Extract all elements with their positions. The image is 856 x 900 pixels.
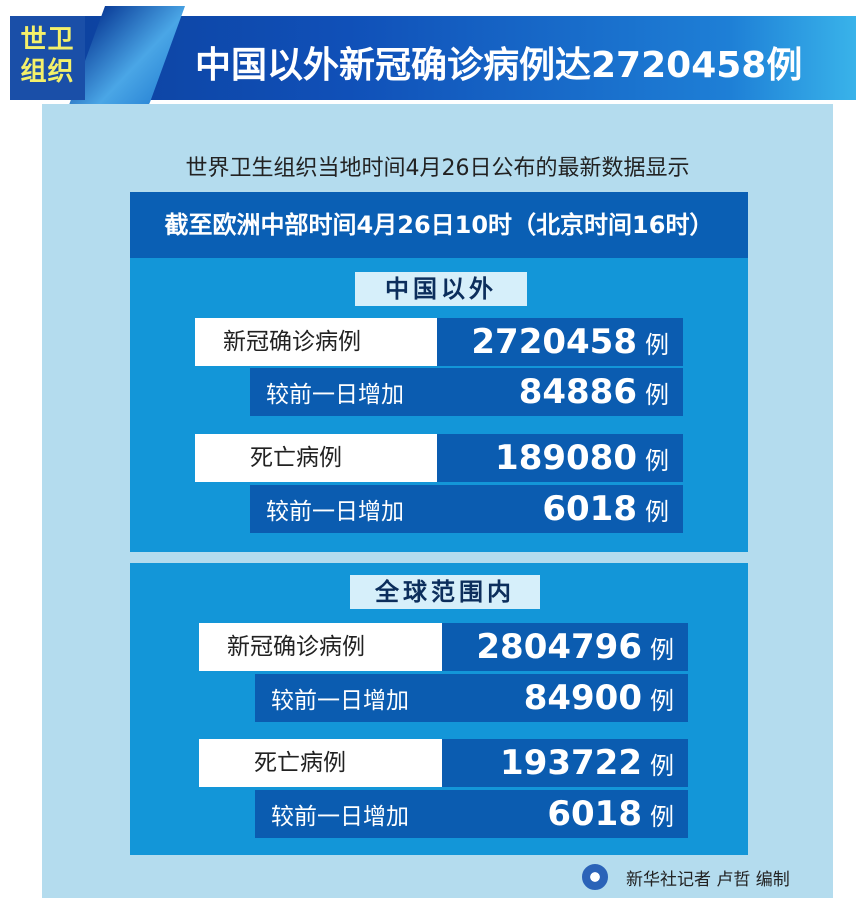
credit: 新华社记者 卢哲 编制 <box>626 869 790 890</box>
value-number: 189080 <box>495 438 637 478</box>
row-label: 新冠确诊病例 <box>199 623 442 671</box>
increase-number: 84900 <box>523 678 642 718</box>
value-unit: 例 <box>650 751 674 780</box>
increase-label: 较前一日增加 <box>271 688 409 714</box>
value-unit: 例 <box>645 446 669 475</box>
increase-label: 较前一日增加 <box>266 382 404 408</box>
footer: 新华社记者 卢哲 编制 <box>582 864 790 890</box>
value-unit: 例 <box>645 330 669 359</box>
value-number: 2804796 <box>476 627 642 667</box>
increase-unit: 例 <box>645 380 669 409</box>
value-unit: 例 <box>650 635 674 664</box>
row-label: 新冠确诊病例 <box>195 318 437 366</box>
increase-number: 6018 <box>542 489 637 529</box>
increase-row: 较前一日增加 6018 例 <box>255 790 688 838</box>
increase-unit: 例 <box>645 497 669 526</box>
increase-unit: 例 <box>650 686 674 715</box>
increase-row: 较前一日增加 84900 例 <box>255 674 688 722</box>
timestamp-banner: 截至欧洲中部时间4月26日10时（北京时间16时） <box>130 192 748 258</box>
increase-number: 6018 <box>547 794 642 834</box>
row-value: 193722 例 <box>442 739 688 787</box>
value-number: 2720458 <box>471 322 637 362</box>
increase-label: 较前一日增加 <box>266 499 404 525</box>
row-value: 189080 例 <box>437 434 683 482</box>
xinhua-logo-icon <box>582 864 608 890</box>
value-number: 193722 <box>500 743 642 783</box>
row-value: 2804796 例 <box>442 623 688 671</box>
row-label: 死亡病例 <box>195 434 437 482</box>
increase-unit: 例 <box>650 802 674 831</box>
who-tag: 世卫 组织 <box>10 16 85 100</box>
row-label: 死亡病例 <box>199 739 442 787</box>
increase-number: 84886 <box>518 372 637 412</box>
subtitle: 世界卫生组织当地时间4月26日公布的最新数据显示 <box>185 156 690 181</box>
section-label: 全球范围内 <box>350 575 540 609</box>
page-title: 中国以外新冠确诊病例达2720458例 <box>195 45 803 86</box>
row-value: 2720458 例 <box>437 318 683 366</box>
section-label: 中国以外 <box>355 272 527 306</box>
tag-line-2: 组织 <box>20 57 75 87</box>
increase-row: 较前一日增加 84886 例 <box>250 368 683 416</box>
increase-label: 较前一日增加 <box>271 804 409 830</box>
increase-row: 较前一日增加 6018 例 <box>250 485 683 533</box>
tag-line-1: 世卫 <box>20 25 75 55</box>
